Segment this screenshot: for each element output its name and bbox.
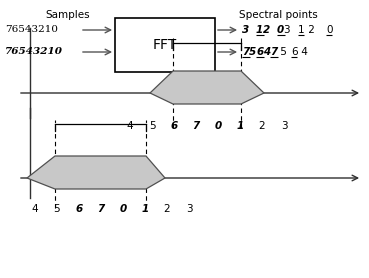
Text: 0: 0 [277, 25, 284, 35]
Text: Samples: Samples [46, 10, 90, 20]
Text: 7: 7 [242, 47, 249, 57]
Bar [115, 18, 215, 72]
Text: 76543210: 76543210 [5, 48, 63, 56]
Text: 5: 5 [277, 47, 287, 57]
Text: 7: 7 [97, 204, 105, 214]
Text: 2: 2 [164, 204, 170, 214]
Text: 4: 4 [32, 204, 38, 214]
Text: 5: 5 [249, 47, 256, 57]
Text: 0: 0 [120, 204, 127, 214]
Polygon shape [27, 156, 165, 189]
Text: 2: 2 [263, 25, 274, 35]
Text: 4: 4 [127, 121, 133, 131]
Text: FFT: FFT [153, 38, 177, 52]
Text: 3: 3 [242, 25, 253, 35]
Text: 0: 0 [326, 25, 332, 35]
Text: 1: 1 [298, 25, 305, 35]
Text: 1: 1 [256, 25, 263, 35]
Text: 2: 2 [305, 25, 318, 35]
Text: 4: 4 [298, 47, 308, 57]
Text: 1: 1 [237, 121, 244, 131]
Text: 1: 1 [141, 204, 149, 214]
Text: 7: 7 [270, 47, 277, 57]
Text: 2: 2 [259, 121, 265, 131]
Text: 76543210: 76543210 [5, 26, 58, 34]
Text: 0: 0 [214, 121, 222, 131]
Text: 6: 6 [170, 121, 177, 131]
Text: 7: 7 [192, 121, 200, 131]
Text: 3: 3 [281, 121, 287, 131]
Text: 5: 5 [54, 204, 60, 214]
Text: 6: 6 [291, 47, 298, 57]
Text: 3: 3 [284, 25, 294, 35]
Text: 6: 6 [256, 47, 263, 57]
Polygon shape [150, 71, 264, 104]
Text: 3: 3 [186, 204, 192, 214]
Text: Spectral points: Spectral points [239, 10, 317, 20]
Text: 6: 6 [75, 204, 83, 214]
Text: 5: 5 [149, 121, 155, 131]
Text: 4: 4 [263, 47, 270, 57]
